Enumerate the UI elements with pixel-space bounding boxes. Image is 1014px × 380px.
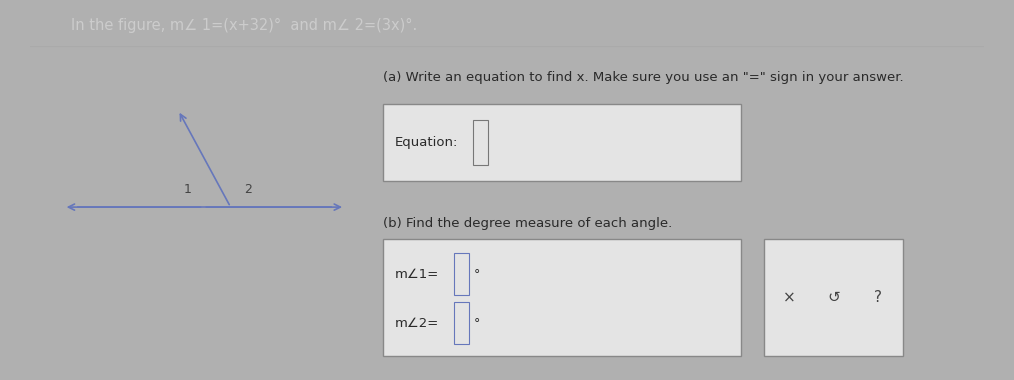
Bar [473, 120, 488, 165]
Text: ↺: ↺ [827, 290, 840, 305]
Bar [765, 239, 902, 356]
Text: °: ° [474, 268, 480, 281]
Bar [453, 253, 468, 295]
Text: In the figure, m∠ 1=(x+32)°  and m∠ 2=(3x)°.: In the figure, m∠ 1=(x+32)° and m∠ 2=(3x… [71, 17, 417, 33]
Bar [383, 104, 740, 181]
Bar [383, 239, 740, 356]
Bar [453, 302, 468, 344]
Text: (b) Find the degree measure of each angle.: (b) Find the degree measure of each angl… [383, 217, 672, 230]
Text: (a) Write an equation to find x. Make sure you use an "=" sign in your answer.: (a) Write an equation to find x. Make su… [383, 71, 903, 84]
Text: m∠1=: m∠1= [394, 268, 439, 281]
Text: 1: 1 [184, 183, 192, 196]
Text: ?: ? [874, 290, 882, 305]
Text: °: ° [474, 317, 480, 329]
Text: ×: × [783, 290, 796, 305]
Text: m∠2=: m∠2= [394, 317, 439, 329]
Text: 2: 2 [243, 183, 251, 196]
Text: Equation:: Equation: [394, 136, 458, 149]
